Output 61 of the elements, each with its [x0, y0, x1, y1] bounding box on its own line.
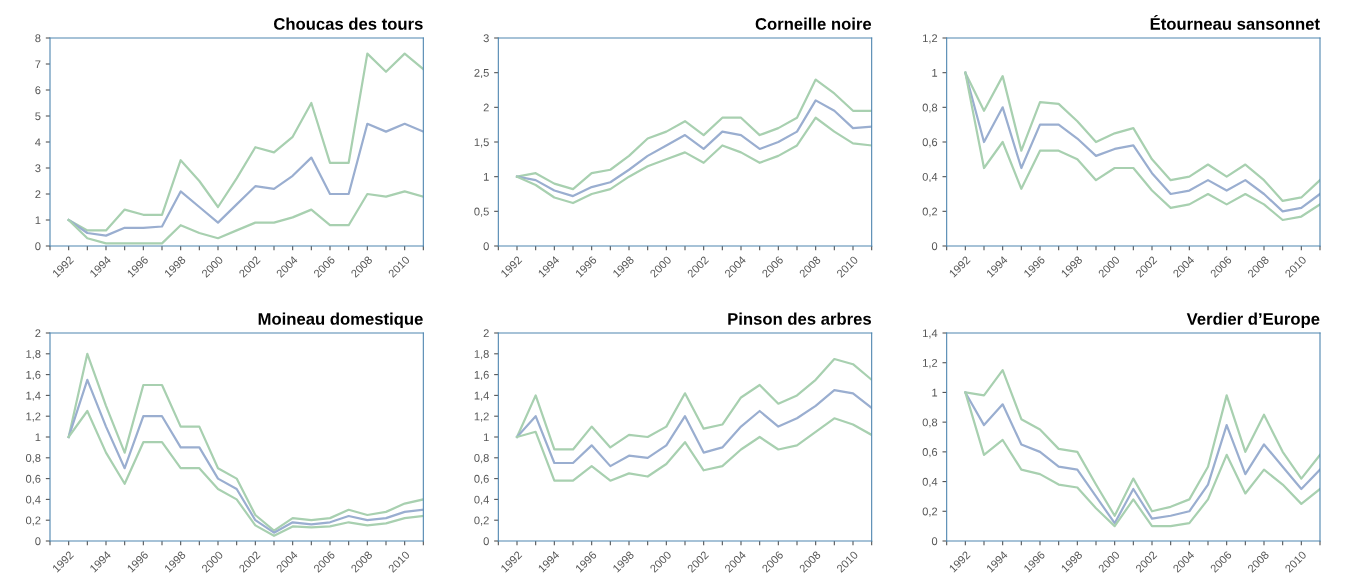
y-tick-label: 0: [931, 537, 938, 546]
y-tick-label: 0,2: [922, 507, 938, 517]
chart-title: Étourneau sansonnet: [1150, 14, 1320, 30]
y-tick-label: 0,6: [922, 448, 938, 458]
y-tick-label: 1: [483, 173, 489, 181]
y-tick-label: 0: [931, 242, 938, 251]
line-series: [67, 122, 424, 237]
y-tick-label: 1,6: [474, 370, 489, 381]
y-tick-label: 0,4: [922, 477, 938, 488]
y-tick-label: 0: [483, 242, 489, 251]
y-tick-label: 0,8: [25, 454, 41, 464]
y-tick-label: 1,8: [26, 350, 41, 360]
y-tick-label: 0,5: [474, 207, 489, 217]
line-series: [515, 389, 872, 468]
y-tick-label: 0,6: [25, 474, 41, 485]
y-tick-label: 7: [35, 60, 41, 69]
y-tick-label: 6: [35, 86, 41, 95]
chart-title: Pinson des arbres: [728, 312, 871, 325]
y-tick-label: 0,8: [474, 454, 489, 464]
y-tick-label: 0: [483, 537, 489, 546]
y-tick-label: 0: [35, 242, 41, 251]
chart-title: Corneille noire: [755, 17, 872, 30]
y-tick-label: 2: [483, 329, 489, 338]
y-tick-label: 1,4: [474, 391, 489, 401]
chart-title: Moineau domestique: [258, 312, 423, 329]
y-tick-label: 1: [483, 433, 489, 442]
y-tick-label: 2: [35, 190, 41, 199]
y-tick-label: 1,6: [26, 370, 41, 381]
y-tick-label: 1: [932, 69, 938, 77]
y-tick-label: 0,6: [474, 474, 489, 485]
chart-title: Verdier d’Europe: [1186, 312, 1320, 329]
y-tick-label: 3: [35, 164, 41, 173]
y-tick-label: 1,4: [923, 329, 938, 339]
y-tick-label: 0,4: [922, 172, 938, 183]
y-tick-label: 0,8: [922, 418, 938, 428]
y-tick-label: 0: [35, 537, 41, 546]
y-tick-label: 0,8: [922, 103, 938, 113]
y-tick-label: 8: [35, 34, 41, 43]
y-tick-label: 1,5: [474, 138, 489, 148]
y-tick-label: 1,2: [923, 358, 938, 369]
y-tick-label: 5: [35, 112, 41, 121]
y-tick-label: 0,2: [25, 516, 41, 526]
y-tick-label: 0,2: [922, 207, 938, 217]
y-tick-label: 1: [932, 388, 938, 397]
y-tick-label: 3: [483, 34, 489, 43]
y-tick-label: 1,8: [474, 350, 489, 360]
y-tick-label: 1: [35, 433, 41, 442]
y-tick-label: 0,4: [25, 495, 41, 505]
y-tick-label: 0,6: [922, 138, 938, 148]
y-tick-label: 2: [35, 329, 41, 338]
y-tick-label: 0,4: [474, 495, 489, 505]
y-tick-label: 1,2: [26, 412, 41, 422]
y-tick-label: 1,2: [923, 34, 938, 44]
y-tick-label: 2: [483, 103, 489, 112]
y-tick-label: 2,5: [474, 68, 489, 79]
chart-title: Choucas des tours: [274, 17, 423, 30]
y-tick-label: 0,2: [474, 516, 489, 526]
y-tick-label: 1: [35, 216, 41, 225]
y-tick-label: 4: [35, 138, 41, 147]
y-tick-label: 1,2: [474, 412, 489, 422]
y-tick-label: 1,4: [26, 391, 41, 401]
